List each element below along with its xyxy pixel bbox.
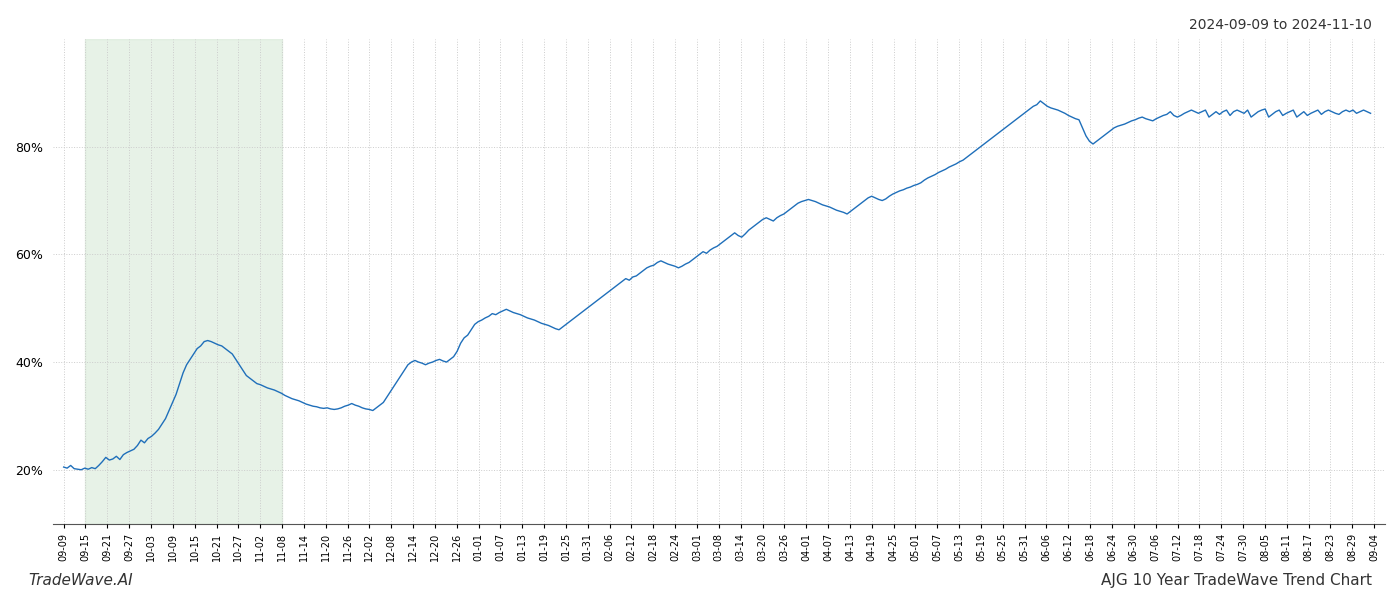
Text: TradeWave.AI: TradeWave.AI	[28, 573, 133, 588]
Bar	[85, 39, 281, 524]
Text: AJG 10 Year TradeWave Trend Chart: AJG 10 Year TradeWave Trend Chart	[1100, 573, 1372, 588]
Text: 2024-09-09 to 2024-11-10: 2024-09-09 to 2024-11-10	[1189, 18, 1372, 32]
